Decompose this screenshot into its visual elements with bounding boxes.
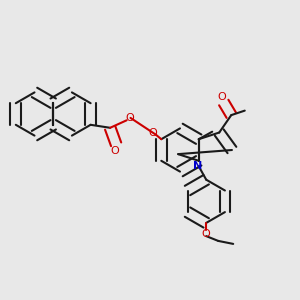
Text: N: N [194,161,203,171]
Text: O: O [202,229,211,239]
Text: O: O [126,113,135,123]
Text: O: O [110,146,119,156]
Text: O: O [217,92,226,102]
Text: O: O [148,128,157,139]
